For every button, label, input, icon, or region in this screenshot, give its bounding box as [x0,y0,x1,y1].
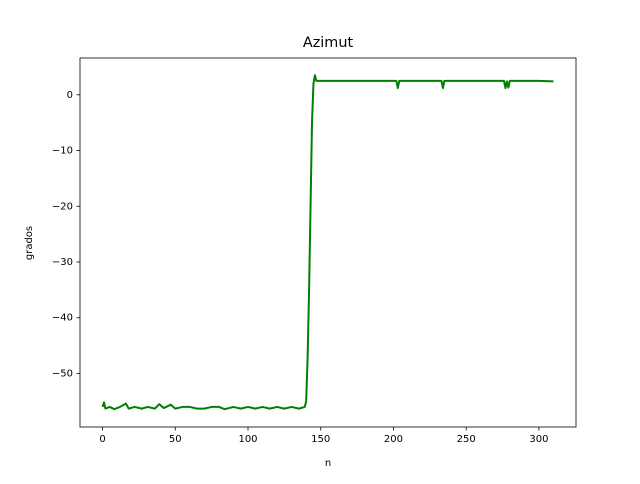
x-tick-label: 50 [169,434,182,445]
x-tick-label: 300 [529,434,548,445]
y-tick-label: −40 [52,313,73,324]
x-tick-label: 150 [311,434,330,445]
y-tick-label: −10 [52,146,73,157]
x-tick-label: 0 [99,434,105,445]
plot-frame [79,57,577,428]
y-tick-label: −30 [52,257,73,268]
y-tick-label: −20 [52,201,73,212]
x-tick-label: 100 [238,434,257,445]
chart-title: Azimut [303,35,354,51]
y-axis-label: grados [24,226,35,260]
x-tick-label: 250 [457,434,476,445]
y-tick-label: 0 [67,90,73,101]
x-tick-label: 200 [384,434,403,445]
line-series [101,74,554,411]
x-axis-label: n [325,458,331,469]
y-tick-label: −50 [52,368,73,379]
